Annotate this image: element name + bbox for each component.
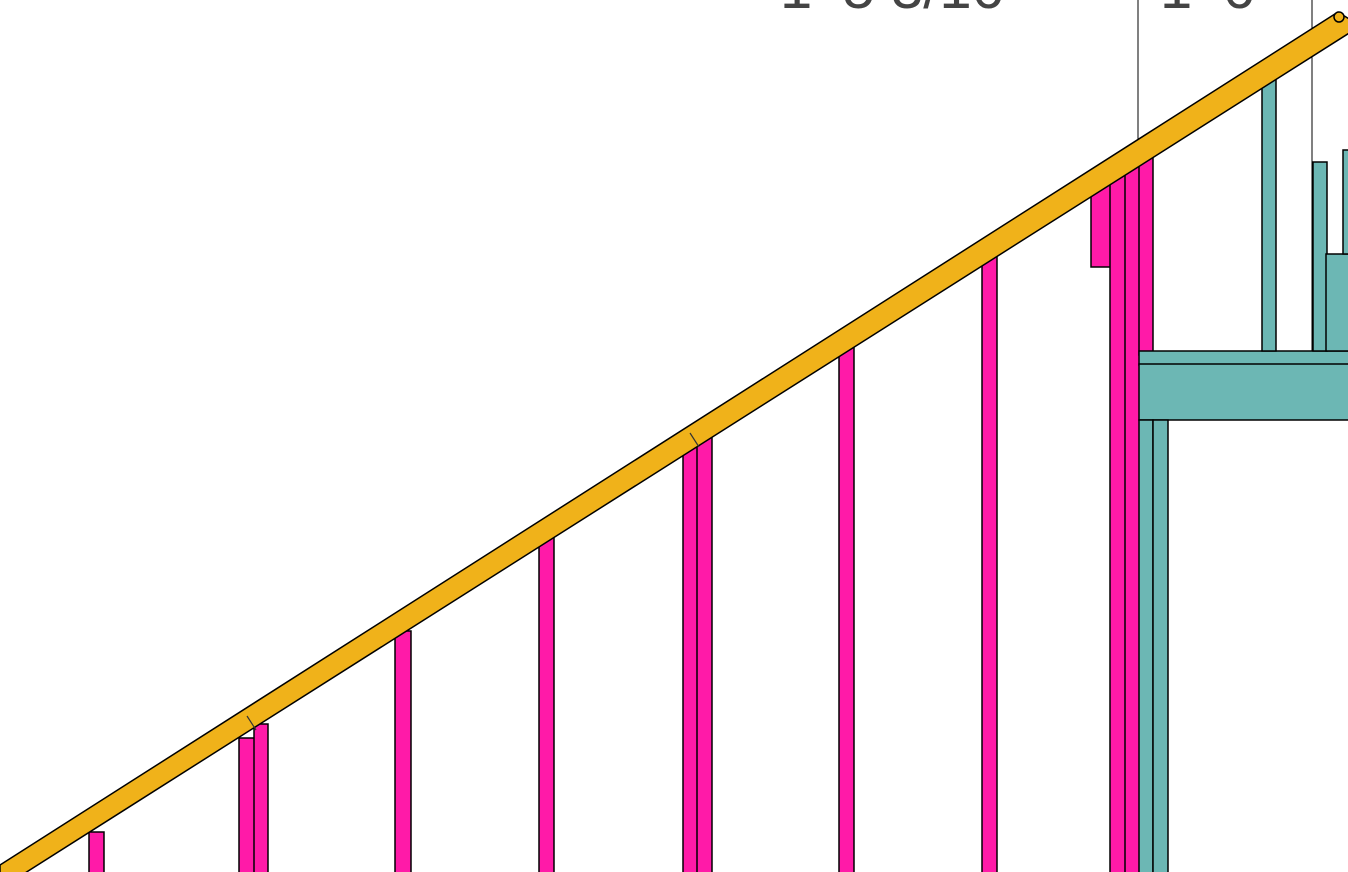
upper-stud: [1261, 64, 1277, 352]
wall-stud: [981, 246, 998, 872]
upper-stud: [1312, 161, 1328, 352]
upper-stud: [1342, 149, 1348, 255]
rafter-splice-mark: [689, 432, 700, 448]
floor-post: [1138, 419, 1154, 872]
floor-post: [1152, 419, 1169, 872]
wall-stud: [682, 446, 699, 872]
upper-stud: [1325, 253, 1348, 352]
wall-stud: [253, 723, 269, 872]
floor-joist: [1138, 363, 1348, 421]
dimension-label-left: 1'-5 3/16": [780, 0, 1025, 21]
wall-stud: [394, 630, 412, 872]
wall-stud: [838, 339, 855, 872]
wall-stud: [696, 432, 713, 872]
wall-stud: [88, 831, 105, 872]
floor-framing-group: [1138, 64, 1348, 872]
floor-beam: [1138, 350, 1348, 366]
wall-stud: [1138, 144, 1154, 356]
wall-stud: [538, 536, 555, 872]
dimension-label-right: 1'-6": [1160, 0, 1276, 21]
rafter-group: [0, 11, 1348, 872]
wall-stud: [238, 737, 256, 872]
wall-stud: [1109, 167, 1127, 872]
rafter-splice-mark: [246, 715, 257, 731]
rafter-ridge-node: [1333, 11, 1345, 23]
wall-stud: [1124, 157, 1141, 872]
